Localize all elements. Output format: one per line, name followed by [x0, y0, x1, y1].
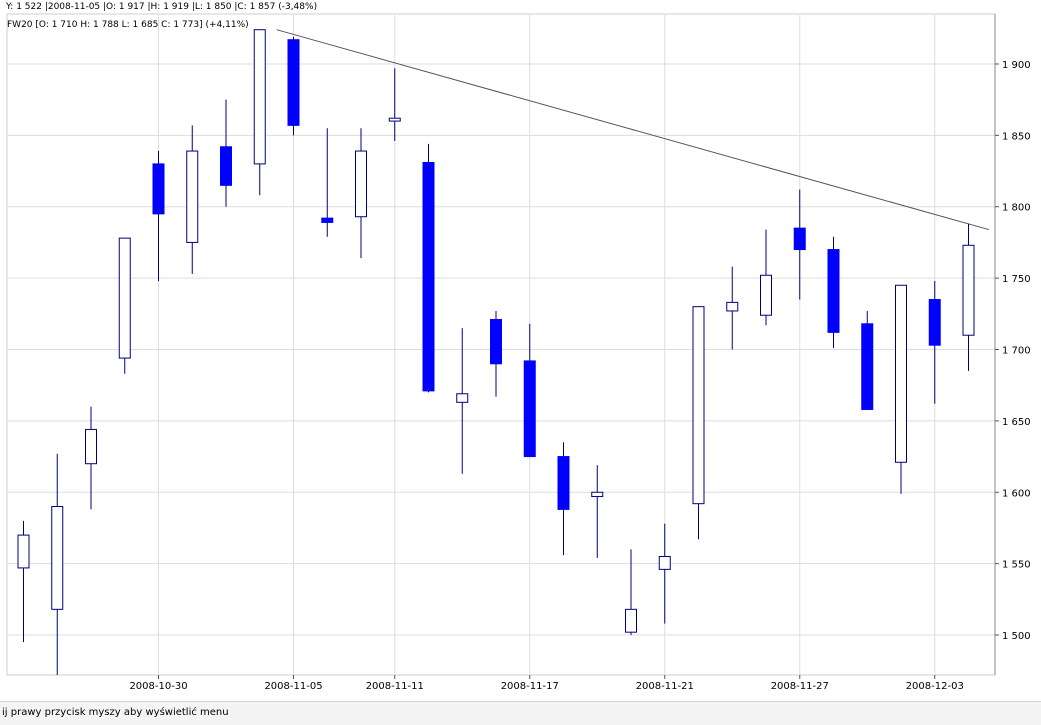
- y-tick-label: 1 650: [1002, 417, 1031, 428]
- candle: [51, 453, 64, 675]
- candle: [186, 125, 199, 274]
- candle-body-bullish: [186, 150, 199, 243]
- candle: [490, 310, 502, 397]
- x-axis-ticks: 2008-10-30 2008-11-05 2008-11-11 2008-11-17…: [129, 675, 964, 692]
- candle: [220, 99, 232, 207]
- y-axis-ticks: 1 500 1 550 1 600 1 650 1 700 1 750 1 800 1 850…: [995, 60, 1031, 642]
- candle: [253, 29, 266, 196]
- candle: [557, 442, 570, 556]
- y-tick-label: 1 600: [1002, 488, 1031, 499]
- candle-body-bullish: [456, 393, 469, 403]
- candle-body-bearish: [827, 249, 840, 333]
- x-tick-label: 2008-11-05: [264, 681, 322, 692]
- candle-body-bullish: [355, 150, 367, 218]
- candle-body-bearish: [152, 163, 165, 215]
- candle-body-bearish: [422, 161, 435, 392]
- candle-body-bullish: [51, 506, 64, 610]
- candle: [287, 36, 300, 136]
- candle-body-bullish: [895, 284, 907, 463]
- candle: [118, 237, 131, 374]
- candle-body-bullish: [253, 29, 266, 165]
- candlestick-chart[interactable]: 1 500 1 550 1 600 1 650 1 700 1 750 1 800 1 850…: [0, 0, 1041, 701]
- candle: [625, 549, 637, 636]
- candle: [726, 266, 739, 350]
- candle: [793, 189, 806, 300]
- candle-body-bullish: [962, 244, 975, 336]
- candle: [928, 280, 941, 404]
- y-tick-label: 1 800: [1002, 203, 1031, 214]
- candle: [355, 128, 367, 259]
- status-bar-hint: ij prawy przycisk myszy aby wyświetlić m…: [0, 701, 1041, 725]
- ohlc-info-bar: Y: 1 522 |2008-11-05 |O: 1 917 |H: 1 919…: [0, 0, 1041, 14]
- candles-layer: [17, 29, 975, 675]
- candle-body-bullish: [85, 428, 97, 465]
- candle-body-bearish: [220, 146, 232, 186]
- x-tick-label: 2008-11-17: [501, 681, 559, 692]
- candle-body-bullish: [625, 608, 637, 633]
- x-tick-label: 2008-11-11: [366, 681, 424, 692]
- candle-body-bullish: [692, 306, 705, 505]
- candle: [827, 236, 840, 349]
- candle-body-bullish: [658, 556, 671, 570]
- series-legend: FW20 [O: 1 710 H: 1 788 L: 1 685 C: 1 77…: [7, 20, 249, 30]
- y-tick-label: 1 750: [1002, 274, 1031, 285]
- candle-body-bearish: [523, 360, 536, 458]
- candle: [85, 406, 97, 510]
- candle: [17, 520, 30, 643]
- resistance-trendline: [276, 29, 989, 231]
- y-tick-label: 1 900: [1002, 60, 1031, 71]
- y-tick-label: 1 550: [1002, 560, 1031, 571]
- x-tick-label: 2008-11-27: [771, 681, 829, 692]
- candle: [388, 68, 401, 142]
- candle-body-bearish: [793, 227, 806, 251]
- candle-body-bullish: [591, 491, 604, 498]
- x-tick-label: 2008-10-30: [129, 681, 187, 692]
- y-tick-label: 1 500: [1002, 631, 1031, 642]
- candle: [321, 128, 334, 237]
- candle-body-bullish: [726, 301, 739, 312]
- trendline-layer: [276, 29, 989, 231]
- candle-body-bearish: [490, 319, 502, 365]
- y-tick-label: 1 850: [1002, 131, 1031, 142]
- y-tick-label: 1 700: [1002, 345, 1031, 356]
- candle-body-bearish: [928, 299, 941, 346]
- candle: [692, 306, 705, 540]
- candle: [591, 465, 604, 558]
- candle-body-bearish: [287, 39, 300, 126]
- candle: [895, 284, 907, 494]
- candle-body-bullish: [760, 274, 772, 316]
- candle-body-bearish: [861, 323, 874, 410]
- candle-body-bearish: [557, 456, 570, 510]
- candle: [760, 229, 772, 326]
- candle-body-bullish: [118, 237, 131, 359]
- candle: [962, 223, 975, 371]
- candle: [861, 310, 874, 410]
- candle: [658, 523, 671, 624]
- candle: [523, 323, 536, 458]
- candle-body-bullish: [17, 534, 30, 569]
- candle: [456, 328, 469, 474]
- candle-body-bullish: [388, 117, 401, 122]
- candle-body-bearish: [321, 217, 334, 223]
- x-tick-label: 2008-11-21: [636, 681, 694, 692]
- candle: [422, 143, 435, 393]
- x-tick-label: 2008-12-03: [906, 681, 964, 692]
- candle: [152, 151, 165, 281]
